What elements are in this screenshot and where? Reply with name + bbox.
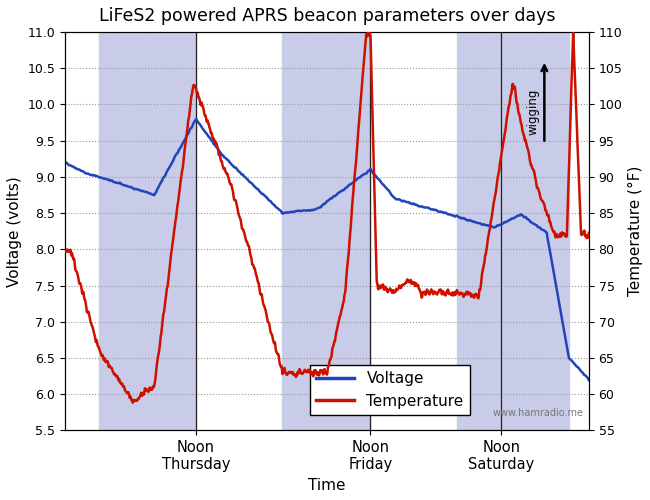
Title: LiFeS2 powered APRS beacon parameters over days: LiFeS2 powered APRS beacon parameters ov… (99, 7, 555, 25)
Bar (99, 32, 196, 430)
X-axis label: Time: Time (308, 478, 346, 493)
Y-axis label: Temperature (°F): Temperature (°F) (628, 166, 643, 296)
Legend: Voltage, Temperature: Voltage, Temperature (310, 365, 470, 415)
Text: www.hamradio.me: www.hamradio.me (493, 408, 584, 418)
Bar (457, 32, 569, 430)
Y-axis label: Voltage (volts): Voltage (volts) (7, 176, 22, 286)
Text: wigging: wigging (526, 88, 539, 135)
Bar (283, 32, 370, 430)
